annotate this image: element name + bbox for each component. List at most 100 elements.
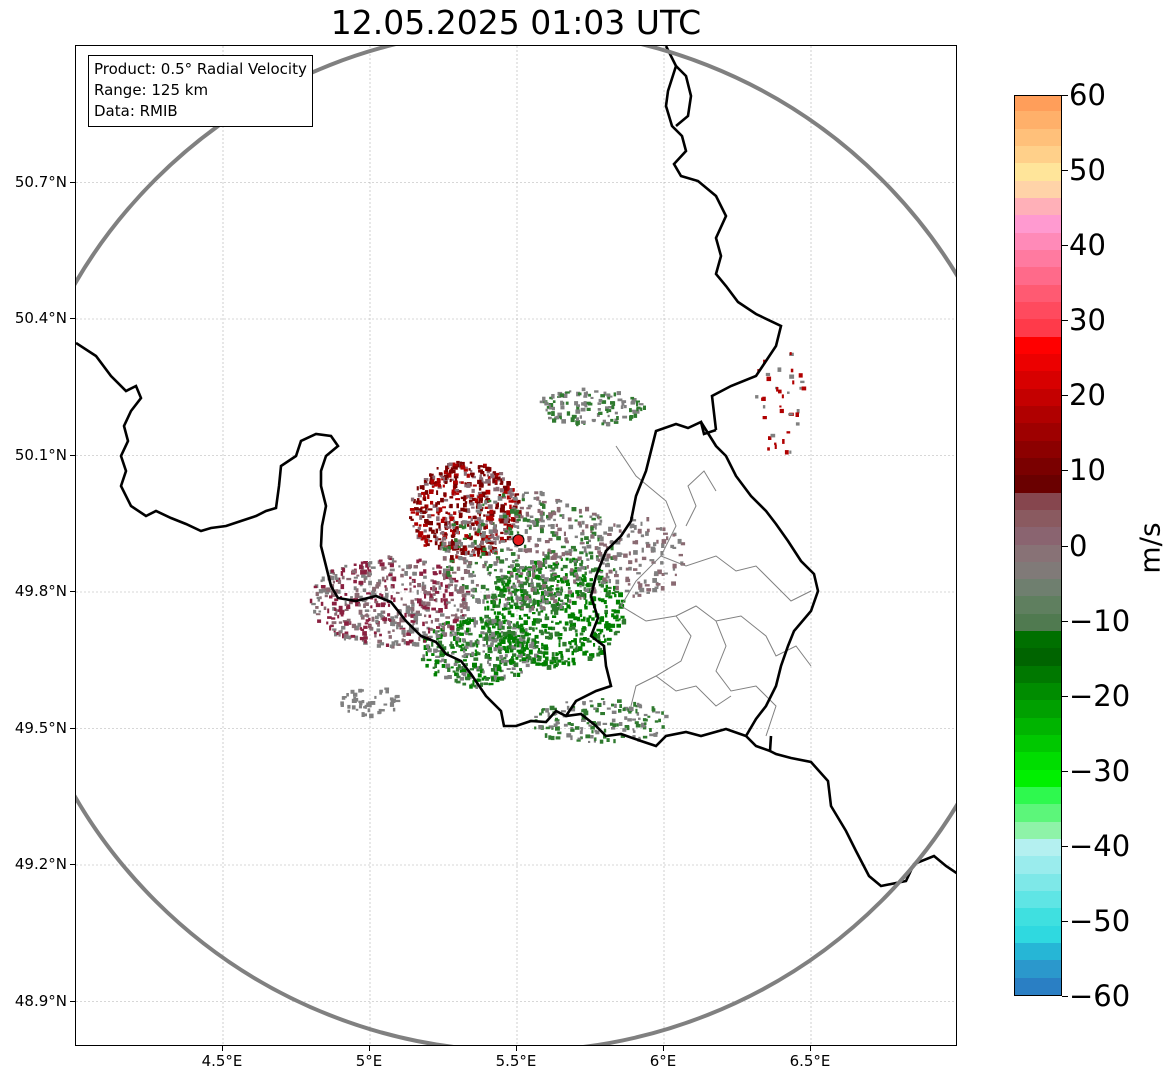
velocity-echo-pixel xyxy=(608,579,611,584)
velocity-echo-pixel xyxy=(530,560,534,565)
velocity-echo-pixel xyxy=(574,567,580,570)
velocity-echo-pixel xyxy=(464,547,468,551)
velocity-echo-pixel xyxy=(365,563,368,568)
velocity-echo-pixel xyxy=(526,507,531,510)
velocity-echo-pixel xyxy=(611,710,617,714)
velocity-echo-pixel xyxy=(477,466,481,470)
velocity-echo-pixel xyxy=(532,598,536,601)
velocity-echo-pixel xyxy=(582,708,588,712)
velocity-echo-pixel xyxy=(779,408,784,414)
velocity-echo-pixel xyxy=(469,668,474,671)
velocity-echo-pixel xyxy=(634,558,638,563)
velocity-echo-pixel xyxy=(590,704,594,708)
colorbar-segment xyxy=(1015,214,1061,233)
velocity-echo-pixel xyxy=(477,504,483,509)
velocity-echo-pixel xyxy=(512,623,516,628)
velocity-echo-pixel xyxy=(380,709,385,712)
velocity-echo-pixel xyxy=(678,553,683,557)
velocity-echo-pixel xyxy=(595,730,600,735)
velocity-echo-pixel xyxy=(373,592,377,596)
velocity-echo-pixel xyxy=(655,527,661,530)
velocity-echo-pixel xyxy=(583,548,586,553)
velocity-echo-pixel xyxy=(508,621,511,627)
velocity-echo-pixel xyxy=(367,562,371,567)
velocity-echo-pixel xyxy=(538,618,542,623)
colorbar-segment xyxy=(1015,387,1061,406)
velocity-echo-pixel xyxy=(560,405,565,410)
velocity-echo-pixel xyxy=(619,566,623,571)
velocity-echo-pixel xyxy=(343,637,346,641)
velocity-echo-pixel xyxy=(565,582,570,587)
velocity-echo-pixel xyxy=(517,634,521,637)
velocity-echo-pixel xyxy=(454,540,460,546)
velocity-echo-pixel xyxy=(534,491,539,495)
radar-site-marker[interactable] xyxy=(512,534,525,547)
velocity-echo-pixel xyxy=(361,712,365,717)
radar-map[interactable] xyxy=(75,45,957,1046)
velocity-echo-pixel xyxy=(434,663,437,668)
colorbar-tick-mark xyxy=(1062,695,1068,697)
velocity-echo-pixel xyxy=(456,673,460,677)
velocity-echo-pixel xyxy=(424,538,428,544)
velocity-echo-pixel xyxy=(604,557,609,562)
velocity-echo-pixel xyxy=(558,651,563,655)
velocity-echo-pixel xyxy=(547,564,551,569)
country-border-be-de xyxy=(664,46,783,431)
velocity-echo-pixel xyxy=(486,594,490,599)
velocity-echo-pixel xyxy=(455,644,460,647)
velocity-echo-pixel xyxy=(337,609,342,612)
velocity-echo-pixel xyxy=(479,525,483,531)
velocity-echo-pixel xyxy=(588,740,591,743)
velocity-echo-pixel xyxy=(442,516,446,521)
velocity-echo-pixel xyxy=(545,635,550,640)
velocity-echo-pixel xyxy=(548,512,554,517)
y-tick-label: 48.9°N xyxy=(14,991,67,1010)
velocity-echo-pixel xyxy=(556,584,559,587)
colorbar-segment xyxy=(1015,180,1061,198)
velocity-echo-pixel xyxy=(445,584,449,589)
velocity-echo-pixel xyxy=(423,633,428,637)
velocity-echo-pixel xyxy=(482,503,485,506)
velocity-echo-pixel xyxy=(559,599,564,602)
velocity-echo-pixel xyxy=(482,650,485,653)
velocity-echo-pixel xyxy=(503,496,506,499)
velocity-echo-pixel xyxy=(627,583,631,586)
velocity-echo-pixel xyxy=(606,738,610,742)
colorbar-segment xyxy=(1015,561,1061,580)
velocity-echo-pixel xyxy=(613,739,616,744)
velocity-echo-pixel xyxy=(600,598,605,603)
velocity-echo-pixel xyxy=(503,607,508,611)
velocity-echo-pixel xyxy=(454,584,458,587)
velocity-echo-pixel xyxy=(512,639,518,644)
velocity-echo-pixel xyxy=(482,670,485,674)
colorbar-segment xyxy=(1015,491,1061,510)
velocity-echo-pixel xyxy=(424,504,427,508)
velocity-echo-pixel xyxy=(497,645,501,650)
velocity-echo-pixel xyxy=(442,547,447,551)
velocity-echo-pixel xyxy=(464,645,469,649)
velocity-echo-pixel xyxy=(635,723,641,728)
velocity-echo-pixel xyxy=(439,541,443,546)
velocity-echo-pixel xyxy=(609,629,613,632)
velocity-echo-pixel xyxy=(591,730,594,734)
velocity-echo-pixel xyxy=(628,551,631,556)
velocity-echo-pixel xyxy=(524,647,529,650)
velocity-echo-pixel xyxy=(552,400,556,403)
velocity-echo-pixel xyxy=(472,549,476,554)
velocity-echo-pixel xyxy=(502,489,508,494)
velocity-echo-pixel xyxy=(613,615,618,620)
velocity-echo-pixel xyxy=(604,612,608,618)
velocity-echo-pixel xyxy=(548,735,552,740)
velocity-echo-pixel xyxy=(562,394,568,398)
velocity-echo-pixel xyxy=(456,608,460,612)
velocity-echo-pixel xyxy=(619,704,622,708)
velocity-echo-pixel xyxy=(487,545,493,550)
velocity-echo-pixel xyxy=(425,651,428,657)
velocity-echo-pixel xyxy=(363,569,368,575)
colorbar-segment xyxy=(1015,630,1061,649)
velocity-echo-pixel xyxy=(633,701,637,707)
velocity-echo-pixel xyxy=(555,604,558,610)
velocity-echo-pixel xyxy=(507,596,511,601)
colorbar-tick-label: 50 xyxy=(1069,153,1106,188)
velocity-echo-pixel xyxy=(478,497,483,502)
